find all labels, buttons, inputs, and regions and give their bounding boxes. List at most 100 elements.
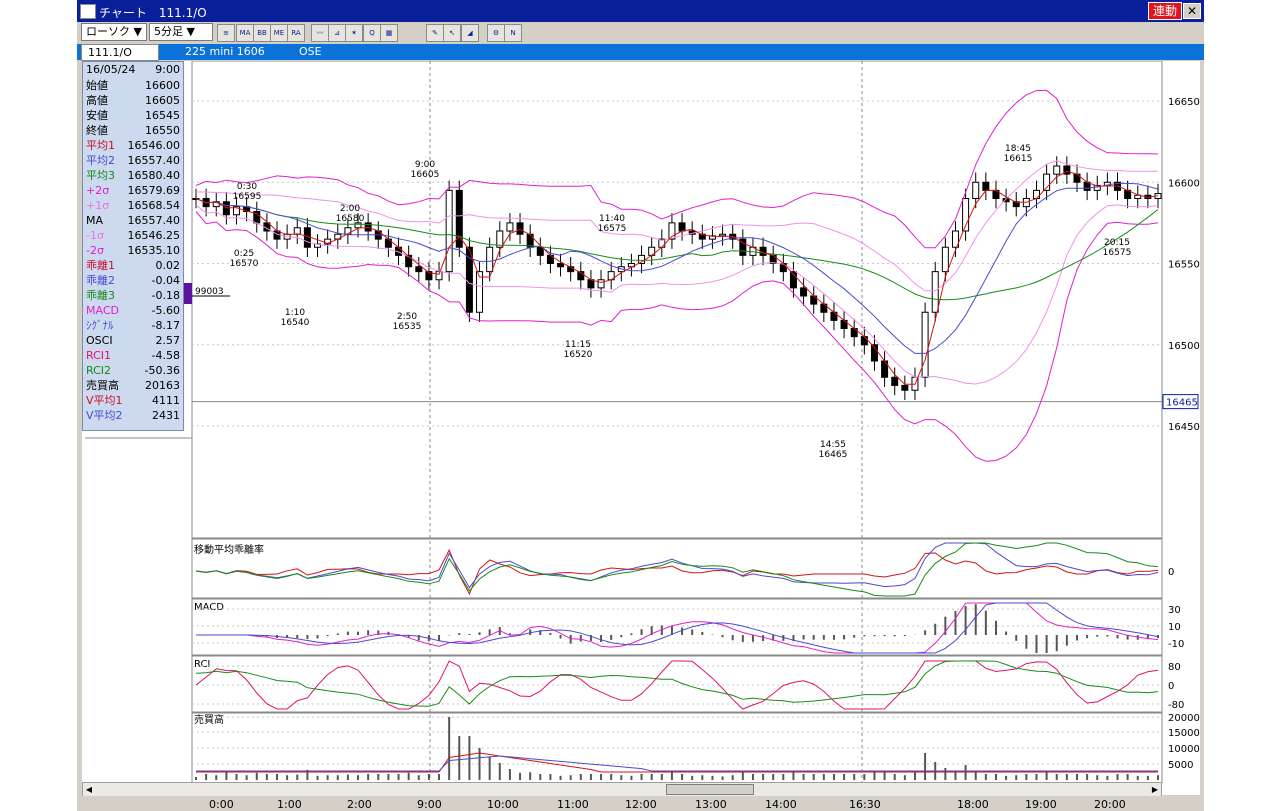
chart-type-select[interactable]: ローソク ▼: [81, 23, 147, 41]
time-tick-label: 10:00: [487, 798, 519, 811]
candle: [719, 233, 727, 237]
data-row: 高値 16605: [83, 93, 183, 108]
candle-settings-icon[interactable]: ≡: [217, 24, 235, 42]
candle: [1134, 194, 1142, 199]
candle: [870, 344, 878, 362]
data-row: 乖離1 0.02: [83, 258, 183, 273]
trendline-icon[interactable]: 〰: [311, 24, 329, 42]
annotation-price: 16540: [281, 318, 310, 328]
candle: [455, 189, 463, 248]
indicator-title: 売買高: [194, 713, 224, 726]
settings-icon[interactable]: ⚙: [487, 24, 505, 42]
grid-table-icon[interactable]: ▦: [380, 24, 398, 42]
annotation-time: 9:00: [415, 160, 435, 170]
data-row-value: 20163: [145, 379, 180, 392]
candle: [293, 227, 301, 235]
horizontal-scrollbar[interactable]: ◀ ▶: [82, 782, 1162, 797]
data-row: 乖離2 -0.04: [83, 273, 183, 288]
scroll-right-icon[interactable]: ▶: [1151, 785, 1159, 794]
candle: [496, 230, 504, 248]
annotation-price: 16535: [393, 322, 422, 332]
data-row-label: V平均2: [86, 409, 123, 422]
indicator-tick-label: 30: [1168, 605, 1181, 616]
time-tick-label: 19:00: [1025, 798, 1057, 811]
label-icon[interactable]: N: [504, 24, 522, 42]
wave-tool-icon[interactable]: ✶: [345, 24, 363, 42]
macd-signal-line: [196, 602, 1159, 654]
pencil-icon[interactable]: ✎: [426, 24, 444, 42]
time-tick-label: 0:00: [209, 798, 234, 811]
title-bar[interactable]: チャート 111.1/O 連動 ✕: [77, 0, 1204, 22]
ra-indicator-icon[interactable]: RA: [287, 24, 305, 42]
indicator-tick-label: 20000: [1168, 713, 1200, 724]
price-tick-label: 16450: [1168, 422, 1200, 433]
chart-area[interactable]: 16650 16600 16550 16500 16450 16465 99003 0:30 1…: [82, 61, 1200, 795]
scroll-thumb[interactable]: [666, 784, 754, 795]
price-tick-label: 16650: [1168, 97, 1200, 108]
candle: [536, 246, 544, 256]
ma-indicator-icon[interactable]: MA: [236, 24, 254, 42]
me-indicator-icon[interactable]: ME: [270, 24, 288, 42]
annotation-price: 16575: [598, 224, 627, 234]
data-row: V平均1 4111: [83, 393, 183, 408]
data-row-value: 16600: [145, 79, 180, 92]
fibonacci-icon[interactable]: ⊿: [328, 24, 346, 42]
pointer-icon[interactable]: ↖: [443, 24, 461, 42]
data-row: MA 16557.40: [83, 213, 183, 228]
scroll-left-icon[interactable]: ◀: [85, 785, 93, 794]
exchange-name: OSE: [299, 45, 322, 58]
annotation-price: 16570: [230, 259, 259, 269]
candle: [597, 279, 605, 289]
price-tick-label: 16500: [1168, 341, 1200, 352]
data-row-value: 0.02: [155, 259, 181, 272]
annotation-price: 16615: [1004, 154, 1033, 164]
bb-indicator-icon[interactable]: BB: [253, 24, 271, 42]
moving-average-3: [195, 198, 1159, 301]
candle: [233, 206, 241, 216]
eraser-icon[interactable]: ◢: [461, 24, 479, 42]
candle: [415, 266, 423, 273]
data-row: 安値 16545: [83, 108, 183, 123]
data-row-value: -0.18: [151, 289, 180, 302]
time-tick-label: 13:00: [695, 798, 727, 811]
indicator-tick-label: 10: [1168, 622, 1181, 633]
candle: [951, 230, 959, 248]
price-tick-label: 16550: [1168, 260, 1200, 271]
candle: [476, 271, 484, 313]
volume-average-2: [196, 755, 1158, 772]
indicator-tick-label: 0: [1168, 567, 1174, 578]
candle: [516, 222, 524, 235]
data-row-label: 乖離3: [86, 289, 115, 302]
data-row-value: 4111: [152, 394, 180, 407]
chart-window: チャート 111.1/O 連動 ✕ ローソク ▼ 5分足 ▼ ≡ MA BB ME RA…: [77, 0, 1204, 811]
close-icon[interactable]: ✕: [1183, 3, 1201, 19]
annotation-price: 16580: [336, 214, 365, 224]
volume-average-1: [196, 752, 1158, 773]
annotation-time: 1:10: [285, 308, 305, 318]
candle: [921, 311, 929, 378]
bollinger-upper-2: [195, 89, 1159, 249]
data-row-label: 安値: [86, 109, 108, 122]
contract-name: 225 mini 1606: [185, 45, 265, 58]
candle: [354, 222, 362, 229]
link-button[interactable]: 連動: [1147, 2, 1182, 20]
candle: [800, 287, 808, 297]
interval-select[interactable]: 5分足 ▼: [149, 23, 213, 41]
time-tick-label: 9:00: [417, 798, 442, 811]
indicator-panel: [191, 598, 1163, 656]
candle: [435, 271, 443, 281]
data-date: 16/05/24: [86, 63, 136, 76]
data-row-label: V平均1: [86, 394, 123, 407]
data-row-value: 16557.40: [127, 154, 181, 167]
window-title: チャート 111.1/O: [99, 6, 207, 20]
data-row-label: +1σ: [86, 199, 110, 212]
chart-canvas[interactable]: 166501660016550165001645016465990030:301…: [82, 61, 1200, 795]
data-row-value: 16579.69: [127, 184, 181, 197]
data-row: MACD -5.60: [83, 303, 183, 318]
data-row-label: MA: [86, 214, 104, 227]
candle: [962, 198, 970, 232]
symbol-code[interactable]: 111.1/O: [81, 44, 159, 61]
data-row-value: -5.60: [151, 304, 180, 317]
annotation-time: 20:15: [1104, 238, 1130, 248]
magnify-icon[interactable]: Q: [363, 24, 381, 42]
